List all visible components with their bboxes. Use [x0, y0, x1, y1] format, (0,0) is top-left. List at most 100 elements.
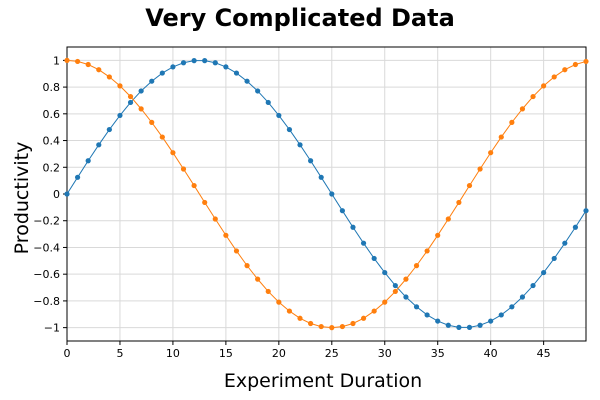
series-2-point — [424, 248, 430, 254]
y-tick-label: 0.2 — [43, 161, 61, 174]
series-2-point — [159, 134, 165, 140]
x-tick-label: 30 — [378, 347, 392, 360]
series-2-point — [127, 93, 134, 100]
series-1-point — [572, 224, 579, 230]
series-1-point — [255, 88, 261, 94]
x-tick-label: 25 — [325, 347, 339, 360]
series-layer — [64, 57, 589, 331]
series-1-point — [360, 240, 367, 246]
x-tick-label: 20 — [272, 347, 286, 360]
y-tick-label: 0 — [53, 188, 60, 201]
series-1-point — [117, 112, 123, 119]
series-1-point — [149, 78, 155, 84]
series-1-point — [435, 318, 441, 324]
series-1-point — [276, 112, 282, 119]
series-1-point — [371, 255, 377, 262]
series-2-point — [583, 58, 589, 65]
series-2-point — [138, 106, 144, 112]
series-2-point — [318, 323, 324, 330]
series-2-point — [360, 315, 367, 321]
series-2-point — [498, 134, 504, 140]
series-1-point — [159, 70, 165, 76]
x-tick-label: 40 — [484, 347, 498, 360]
y-tick-label: −0.6 — [33, 268, 60, 281]
series-2-point — [223, 232, 229, 238]
series-2-point — [180, 166, 187, 172]
chart-title: Very Complicated Data — [145, 4, 455, 32]
series-1-point — [392, 282, 398, 289]
series-1-point — [382, 269, 388, 276]
series-2-point — [265, 288, 271, 295]
series-2-point — [276, 299, 282, 305]
series-2-point — [466, 182, 473, 189]
series-2-point — [170, 150, 176, 156]
series-1-point — [551, 255, 557, 262]
y-tick-label: −0.2 — [33, 215, 60, 228]
series-1-point — [191, 58, 197, 64]
series-1-point — [170, 64, 176, 70]
series-2-point — [233, 248, 240, 254]
grid — [66, 47, 586, 341]
series-1-point — [509, 304, 515, 310]
y-tick-label: 0.8 — [43, 81, 61, 94]
series-1-point — [106, 126, 112, 133]
series-1-point — [466, 324, 473, 330]
series-1-point — [350, 224, 356, 230]
series-2-point — [382, 299, 388, 305]
series-1-point — [424, 312, 430, 318]
series-1-point — [413, 304, 420, 310]
series-2-point — [244, 263, 250, 269]
series-1-point — [233, 70, 240, 76]
y-tick-label: −0.4 — [33, 241, 60, 254]
series-2-point — [519, 106, 526, 112]
series-2-point — [308, 320, 314, 327]
series-1-point — [223, 64, 229, 70]
series-2-point — [255, 276, 261, 282]
series-2-point — [117, 83, 123, 89]
series-1-point — [212, 60, 218, 66]
series-1-point — [265, 99, 271, 106]
x-tick-label: 45 — [537, 347, 551, 360]
y-tick-label: −0.8 — [33, 295, 60, 308]
y-axis-title: Productivity — [11, 142, 33, 255]
series-1-point — [519, 294, 526, 300]
x-tick-label: 15 — [219, 347, 233, 360]
series-2-point — [477, 166, 483, 172]
series-1-point — [498, 312, 504, 318]
series-1-point — [96, 142, 102, 148]
series-1-point — [530, 282, 536, 289]
series-2-point — [329, 325, 335, 331]
series-2-point — [530, 93, 536, 100]
series-1-point — [286, 126, 293, 133]
series-1-point — [339, 208, 345, 214]
series-2-line — [66, 59, 587, 329]
series-1-point — [456, 324, 462, 330]
series-1-point — [127, 99, 134, 106]
series-2-point — [149, 119, 155, 125]
y-tick-label: −1 — [44, 322, 60, 335]
series-1-point — [297, 142, 303, 148]
series-1-point — [541, 269, 547, 276]
series-1-point — [329, 191, 335, 197]
axes: 0 5 10 15 20 25 30 35 40 45 −1 −0.8 −0.6 −0.4 −0.2 0 0.2… — [33, 46, 587, 360]
series-2-point — [413, 263, 420, 269]
y-tick-label: 0.4 — [43, 135, 61, 148]
y-tick-label: 1 — [53, 54, 60, 67]
series-1-point — [318, 174, 324, 180]
series-2-point — [64, 57, 70, 63]
series-2-point — [106, 74, 112, 80]
series-2-point — [392, 288, 398, 295]
series-2-point — [572, 61, 579, 68]
series-2-point — [541, 83, 547, 89]
x-tick-label: 5 — [116, 347, 123, 360]
series-1-point — [180, 60, 187, 66]
series-1-point — [138, 88, 144, 94]
series-2-point — [191, 182, 197, 189]
series-1-point — [445, 322, 451, 328]
series-1-point — [85, 158, 91, 164]
series-2-point — [202, 199, 208, 206]
series-2-point — [286, 308, 293, 314]
series-1-point — [403, 294, 409, 300]
y-tick-label: 0.6 — [43, 108, 61, 121]
series-1-point — [488, 318, 494, 324]
